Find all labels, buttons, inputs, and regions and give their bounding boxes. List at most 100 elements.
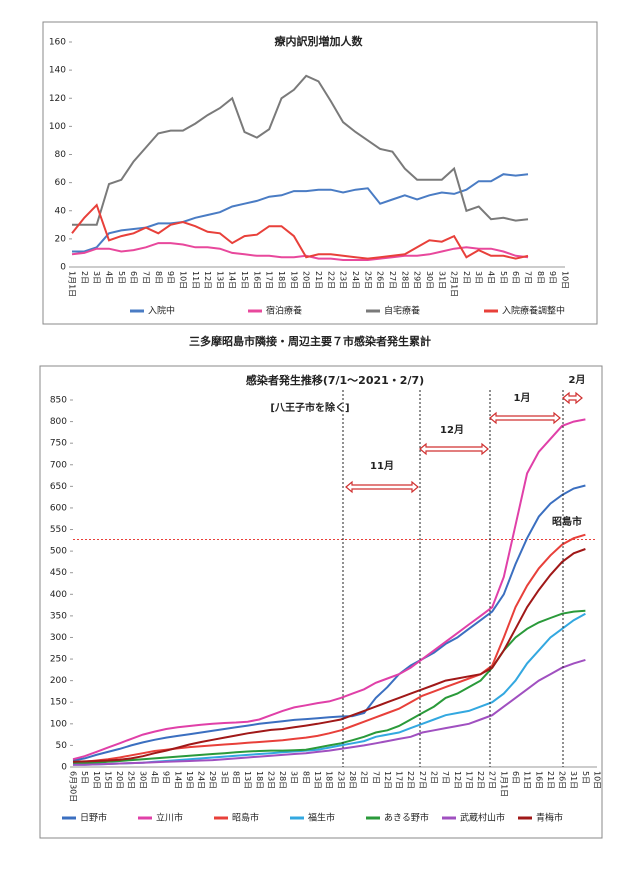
y-tick-label: 0: [60, 263, 66, 273]
y-tick-label: 120: [49, 94, 66, 104]
x-tick-label: 4日: [150, 771, 159, 784]
y-tick-label: 350: [50, 611, 67, 621]
legend-label: 武蔵村山市: [460, 812, 505, 824]
chart-frame: [39, 365, 603, 839]
y-tick-label: 200: [50, 676, 67, 686]
x-tick-label: 7日: [524, 271, 533, 284]
series-line: [71, 242, 529, 261]
x-tick-label: 7日: [441, 771, 450, 784]
x-tick-label: 8日: [536, 271, 545, 284]
x-tick-label: 22日: [476, 771, 485, 789]
x-tick-label: 23日: [266, 771, 275, 789]
annotation: 昭島市: [552, 515, 582, 528]
series-line: [72, 74, 529, 226]
legend-label: 自宅療養: [384, 305, 420, 317]
x-tick-label: 15日: [103, 771, 112, 789]
x-tick-label: 24日: [197, 771, 206, 789]
x-tick-label: 6日: [511, 771, 520, 784]
x-tick-label: 27日: [388, 271, 397, 289]
legend-label: 入院中: [148, 305, 175, 317]
x-tick-label: 5日: [499, 271, 508, 284]
series-line: [73, 612, 586, 766]
y-tick-label: 400: [50, 590, 67, 600]
x-tick-label: 5日: [581, 771, 590, 784]
x-tick-label: 12日: [203, 271, 212, 289]
series-line: [73, 658, 586, 766]
x-tick-label: 30日: [425, 271, 434, 289]
x-tick-label: 27日: [488, 771, 497, 789]
x-tick-label: 20日: [302, 271, 311, 289]
legend-label: 日野市: [80, 812, 107, 824]
x-tick-label: 24日: [351, 271, 360, 289]
legend-label: あきる野市: [384, 812, 429, 824]
y-tick-label: 850: [50, 396, 67, 406]
x-tick-label: 6月30日: [69, 771, 78, 802]
y-tick-label: 250: [50, 655, 67, 665]
x-tick-label: 27日: [418, 771, 427, 789]
x-tick-label: 13日: [215, 271, 224, 289]
y-tick-label: 0: [61, 763, 67, 773]
x-tick-label: 10日: [561, 271, 570, 289]
x-tick-label: 2日: [429, 771, 438, 784]
y-tick-label: 550: [50, 525, 67, 535]
x-tick-label: 28日: [278, 771, 287, 789]
y-tick-label: 600: [50, 503, 67, 513]
x-tick-label: 3日: [220, 771, 229, 784]
y-tick-label: 300: [50, 633, 67, 643]
series-line: [72, 418, 586, 761]
x-tick-label: 23日: [336, 771, 345, 789]
x-tick-label: 7日: [141, 271, 150, 284]
y-tick-label: 500: [50, 547, 67, 557]
legend-label: 入院療養調整中: [502, 305, 565, 317]
x-tick-label: 8日: [154, 271, 163, 284]
x-tick-label: 13日: [243, 771, 252, 789]
y-tick-label: 80: [55, 150, 67, 160]
annotation: 1月: [514, 392, 531, 404]
x-tick-label: 6日: [511, 271, 520, 284]
annotation: 2月: [569, 374, 586, 386]
annotation: 12月: [440, 424, 464, 436]
x-tick-label: 29日: [413, 271, 422, 289]
x-tick-label: 2月1日: [450, 271, 459, 297]
x-tick-label: 31日: [437, 271, 446, 289]
x-tick-label: 17日: [395, 771, 404, 789]
x-tick-label: 15日: [240, 271, 249, 289]
x-tick-label: 13日: [313, 771, 322, 789]
x-tick-label: 14日: [173, 771, 182, 789]
y-tick-label: 100: [50, 719, 67, 729]
x-tick-label: 10日: [593, 771, 602, 789]
x-tick-label: 18日: [255, 771, 264, 789]
y-tick-label: 160: [49, 38, 66, 48]
chart-title: 感染者発生推移(7/1～2021・2/7): [246, 373, 424, 387]
legend-label: 福生市: [308, 812, 335, 824]
x-tick-label: 26日: [376, 271, 385, 289]
x-tick-label: 21日: [546, 771, 555, 789]
x-tick-label: 3日: [290, 771, 299, 784]
x-tick-label: 25日: [127, 771, 136, 789]
x-tick-label: 25日: [363, 271, 372, 289]
x-tick-label: 16日: [534, 771, 543, 789]
series-line: [72, 533, 586, 764]
x-tick-label: 8日: [232, 771, 241, 784]
y-tick-label: 450: [50, 568, 67, 578]
x-tick-label: 3日: [474, 271, 483, 284]
x-tick-label: 21日: [314, 271, 323, 289]
x-tick-label: 7日: [371, 771, 380, 784]
x-tick-label: 5日: [80, 771, 89, 784]
x-tick-label: 2日: [360, 771, 369, 784]
x-tick-label: 26日: [558, 771, 567, 789]
x-tick-label: 28日: [348, 771, 357, 789]
x-tick-label: 18日: [277, 271, 286, 289]
x-tick-label: 31日: [569, 771, 578, 789]
x-tick-label: 20日: [115, 771, 124, 789]
legend-label: 昭島市: [232, 812, 259, 824]
x-tick-label: 10日: [178, 271, 187, 289]
x-tick-label: 17日: [464, 771, 473, 789]
y-tick-label: 700: [50, 460, 67, 470]
x-tick-label: 4日: [104, 271, 113, 284]
x-tick-label: 18日: [325, 771, 334, 789]
x-tick-label: 30日: [138, 771, 147, 789]
x-tick-label: 22日: [406, 771, 415, 789]
range-arrow: [345, 480, 419, 494]
